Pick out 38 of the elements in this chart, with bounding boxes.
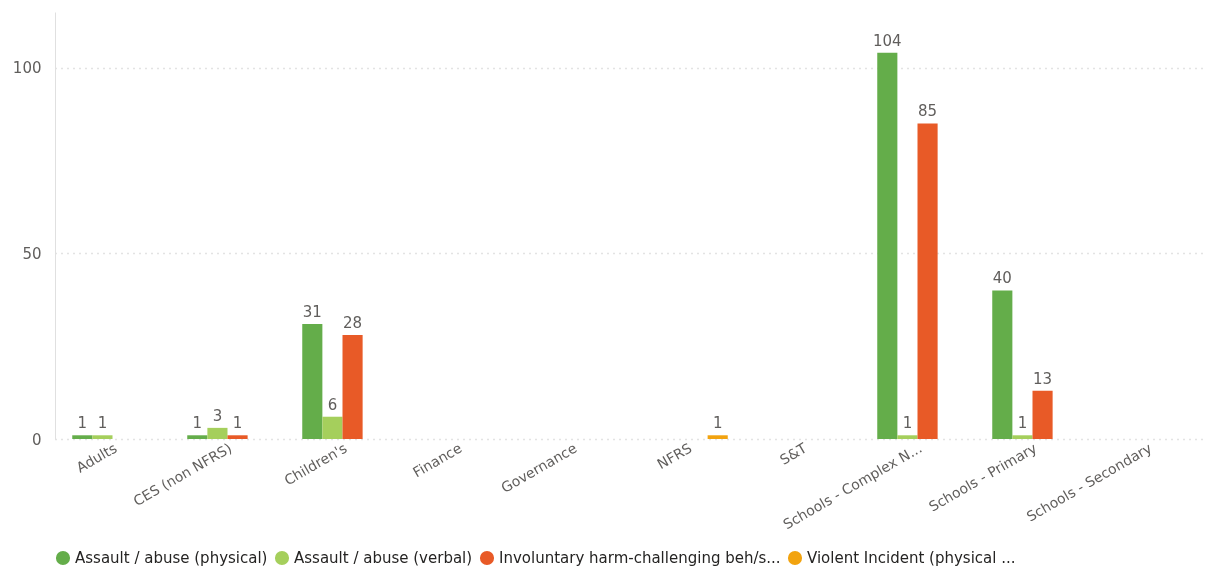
data-label: 1	[712, 414, 723, 433]
bar	[1032, 390, 1053, 439]
bar	[302, 323, 323, 439]
data-label: 104	[872, 31, 902, 50]
x-tick-label: S&T	[776, 439, 810, 468]
legend-label: Assault / abuse (verbal)	[294, 549, 473, 567]
data-label: 28	[343, 314, 363, 333]
data-label: 85	[918, 102, 938, 121]
legend-label: Involuntary harm-challenging beh/s...	[499, 549, 781, 567]
data-label: 1	[902, 414, 913, 433]
data-label: 3	[212, 406, 223, 425]
y-tick-label: 50	[22, 244, 42, 263]
data-label: 31	[302, 302, 322, 321]
data-label: 1	[77, 414, 88, 433]
y-tick-label: 0	[31, 430, 42, 449]
bar	[917, 123, 938, 439]
bar	[897, 435, 918, 439]
legend-label: Violent Incident (physical ...	[807, 549, 1016, 567]
bar	[207, 427, 228, 439]
data-label: 6	[327, 395, 338, 414]
bar	[342, 335, 363, 439]
bar	[72, 435, 93, 439]
bar	[1012, 435, 1033, 439]
bar	[227, 435, 248, 439]
bar	[187, 435, 208, 439]
bar	[707, 435, 728, 439]
legend-label: Assault / abuse (physical)	[75, 549, 268, 567]
data-label: 13	[1033, 369, 1053, 388]
data-label: 40	[992, 269, 1012, 288]
bar	[92, 435, 113, 439]
data-label: 1	[97, 414, 108, 433]
data-label: 1	[232, 414, 243, 433]
data-label: 1	[1017, 414, 1028, 433]
bar	[992, 290, 1013, 439]
bar	[877, 52, 898, 439]
y-tick-label: 100	[12, 59, 42, 78]
bar	[322, 416, 343, 439]
data-label: 1	[192, 414, 203, 433]
